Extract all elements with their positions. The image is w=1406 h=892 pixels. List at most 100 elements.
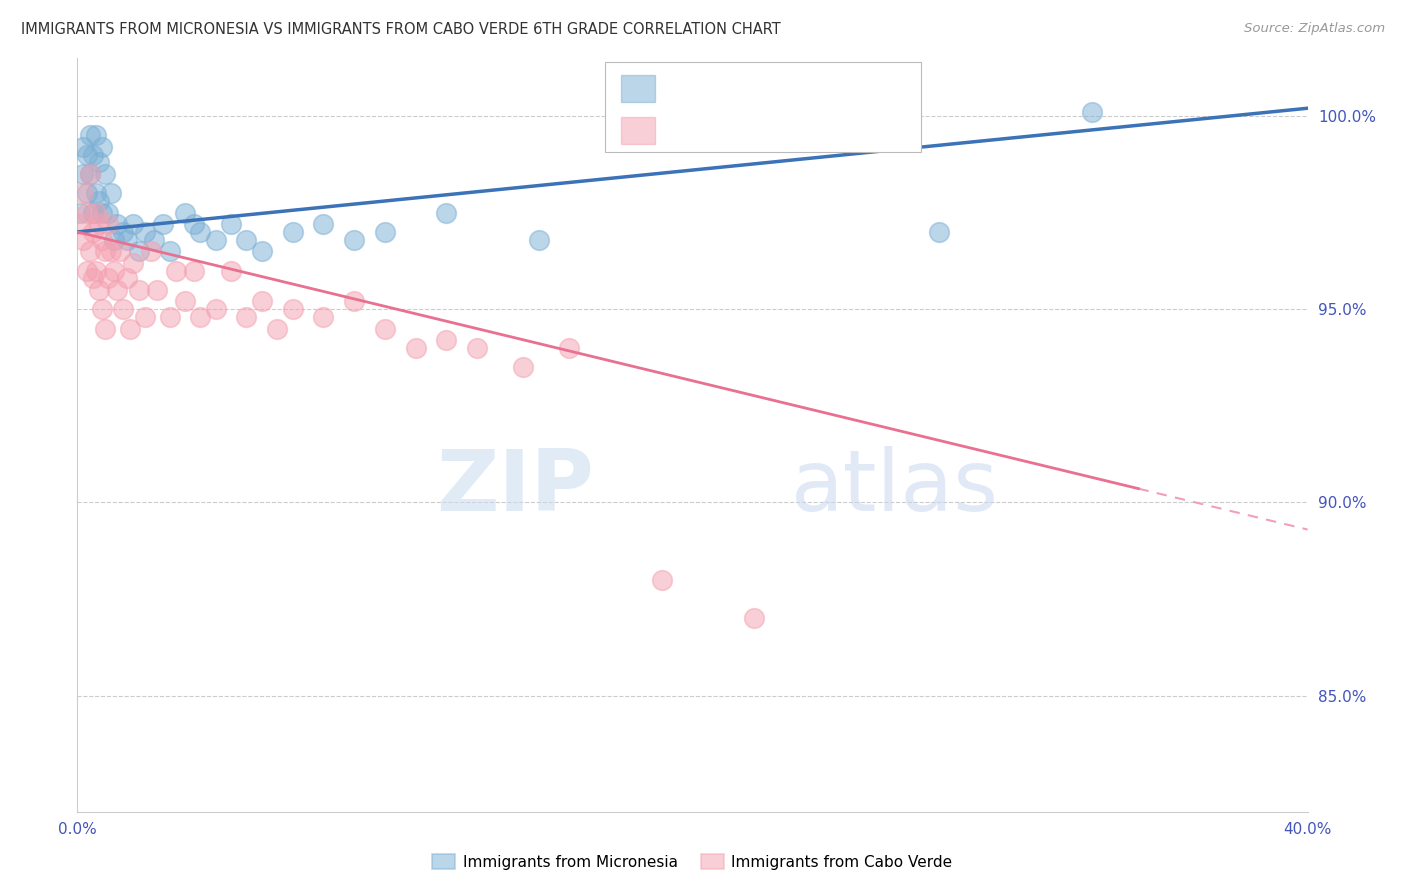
Point <box>79 167 101 181</box>
Point <box>79 128 101 143</box>
Text: atlas: atlas <box>792 446 998 529</box>
Point <box>134 310 156 324</box>
Point <box>115 233 138 247</box>
Point <box>219 263 242 277</box>
Point <box>121 217 143 231</box>
Point <box>100 186 122 201</box>
Point <box>90 302 114 317</box>
Point <box>146 283 169 297</box>
Point <box>143 233 166 247</box>
Point <box>69 205 91 219</box>
Point <box>312 217 335 231</box>
Point <box>69 217 91 231</box>
Text: Source: ZipAtlas.com: Source: ZipAtlas.com <box>1244 22 1385 36</box>
Point <box>512 360 534 375</box>
Point <box>312 310 335 324</box>
Point <box>72 167 94 181</box>
Point <box>281 225 304 239</box>
Point <box>79 167 101 181</box>
Point <box>97 205 120 219</box>
Point <box>118 321 141 335</box>
Point <box>219 217 242 231</box>
Point <box>152 217 174 231</box>
Point <box>183 263 205 277</box>
Point <box>266 321 288 335</box>
Point <box>128 244 150 259</box>
Point <box>84 205 107 219</box>
Point <box>651 573 673 587</box>
Point <box>204 233 226 247</box>
Point <box>250 294 273 309</box>
Point <box>87 155 110 169</box>
Text: R =: R = <box>662 122 693 140</box>
Point <box>141 244 163 259</box>
Text: 43: 43 <box>818 80 844 98</box>
Point <box>928 225 950 239</box>
Point <box>115 271 138 285</box>
Point <box>76 147 98 161</box>
Text: IMMIGRANTS FROM MICRONESIA VS IMMIGRANTS FROM CABO VERDE 6TH GRADE CORRELATION C: IMMIGRANTS FROM MICRONESIA VS IMMIGRANTS… <box>21 22 780 37</box>
Point <box>112 302 135 317</box>
Point <box>174 294 197 309</box>
Point <box>84 186 107 201</box>
Point <box>82 147 104 161</box>
Point <box>103 233 125 247</box>
Point <box>82 225 104 239</box>
Point <box>204 302 226 317</box>
Point <box>405 341 427 355</box>
Point <box>94 244 117 259</box>
Point <box>159 310 181 324</box>
Point <box>90 205 114 219</box>
Point <box>183 217 205 231</box>
Point <box>134 225 156 239</box>
Point <box>343 233 366 247</box>
Point <box>84 263 107 277</box>
Point <box>436 333 458 347</box>
Point <box>72 140 94 154</box>
Point <box>79 244 101 259</box>
Point <box>159 244 181 259</box>
Point <box>94 321 117 335</box>
Point <box>1081 105 1104 120</box>
Text: N =: N = <box>773 122 804 140</box>
Point <box>235 233 257 247</box>
Point <box>97 217 120 231</box>
Point <box>105 283 128 297</box>
Point <box>76 186 98 201</box>
Point <box>374 225 396 239</box>
Point <box>128 283 150 297</box>
Point <box>110 244 132 259</box>
Point <box>188 310 212 324</box>
Point <box>235 310 257 324</box>
Point <box>174 205 197 219</box>
Point <box>82 271 104 285</box>
Point <box>103 263 125 277</box>
Legend: Immigrants from Micronesia, Immigrants from Cabo Verde: Immigrants from Micronesia, Immigrants f… <box>426 847 959 876</box>
Text: R =: R = <box>662 80 693 98</box>
Point <box>250 244 273 259</box>
Point <box>87 217 110 231</box>
Point <box>281 302 304 317</box>
Point <box>72 186 94 201</box>
Point <box>84 128 107 143</box>
Point <box>87 194 110 208</box>
Point <box>374 321 396 335</box>
Point <box>82 205 104 219</box>
Point <box>165 263 187 277</box>
Text: N =: N = <box>773 80 804 98</box>
Point <box>527 233 550 247</box>
Point <box>90 140 114 154</box>
Point <box>436 205 458 219</box>
Text: 0.231: 0.231 <box>707 80 763 98</box>
Point <box>121 256 143 270</box>
Text: 52: 52 <box>818 122 844 140</box>
Point <box>87 283 110 297</box>
Text: ZIP: ZIP <box>436 446 595 529</box>
Point <box>112 225 135 239</box>
Point <box>465 341 488 355</box>
Point <box>188 225 212 239</box>
Point <box>94 167 117 181</box>
Text: -0.210: -0.210 <box>703 122 768 140</box>
Point <box>105 217 128 231</box>
Point <box>742 611 765 625</box>
